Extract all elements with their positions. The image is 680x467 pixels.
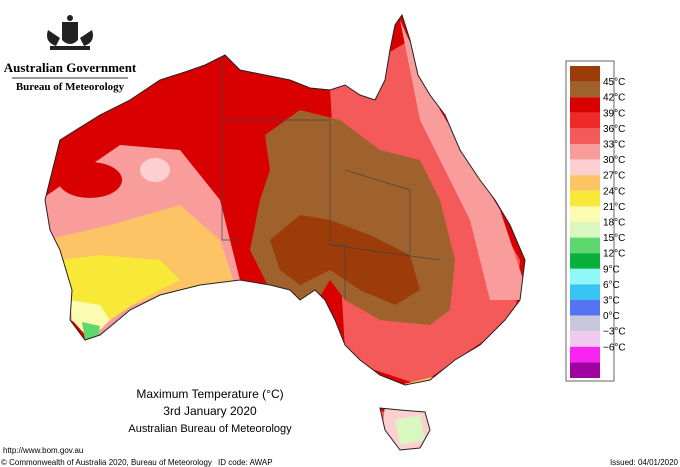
legend-swatch — [570, 206, 600, 222]
legend: 45°C 42°C 39°C 36°C 33°C 30°C 27°C 24°C 21°C 18°C… — [570, 66, 626, 378]
legend-swatch — [570, 331, 600, 347]
government-name: Australian Government — [4, 60, 137, 75]
legend-swatch — [570, 159, 600, 176]
legend-label: 33°C — [603, 140, 625, 151]
legend-swatch — [570, 362, 600, 378]
footer-copyright: © Commonwealth of Australia 2020, Bureau… — [1, 458, 212, 467]
legend-label: 12°C — [603, 249, 625, 260]
footer-url: http://www.bom.gov.au — [3, 446, 83, 455]
legend-label: 0°C — [603, 311, 620, 322]
legend-label: 24°C — [603, 186, 625, 197]
legend-swatch — [570, 237, 600, 254]
legend-label: 42°C — [603, 93, 625, 104]
agency-name: Bureau of Meteorology — [16, 81, 125, 93]
legend-label: −6°C — [603, 342, 626, 353]
legend-swatch — [570, 346, 600, 363]
legend-swatch — [570, 222, 600, 238]
legend-label: 15°C — [603, 233, 625, 244]
legend-swatch — [570, 175, 600, 191]
legend-label: 9°C — [603, 264, 620, 275]
legend-swatch — [570, 315, 600, 332]
coat-of-arms — [47, 15, 93, 50]
legend-label: 36°C — [603, 124, 625, 135]
map-source: Australian Bureau of Meteorology — [128, 423, 292, 435]
legend-swatch — [570, 144, 600, 160]
legend-swatch — [570, 284, 600, 300]
legend-swatch — [570, 253, 600, 269]
legend-label: 39°C — [603, 108, 625, 119]
legend-label: 30°C — [603, 155, 625, 166]
legend-swatch — [570, 300, 600, 316]
legend-label: 45°C — [603, 77, 625, 88]
legend-swatch — [570, 112, 600, 129]
state-borders — [221, 58, 441, 300]
legend-label: −3°C — [603, 327, 626, 338]
legend-swatch — [570, 97, 600, 113]
map-date: 3rd January 2020 — [163, 404, 257, 418]
coastline — [44, 13, 526, 451]
map-title: Maximum Temperature (°C) — [136, 387, 283, 401]
legend-label: 6°C — [603, 280, 620, 291]
footer-issued: Issued: 04/01/2020 — [610, 458, 679, 467]
legend-swatch — [570, 81, 600, 98]
legend-label: 21°C — [603, 202, 625, 213]
legend-swatch — [570, 268, 600, 285]
legend-swatch — [570, 128, 600, 144]
legend-label: 27°C — [603, 171, 625, 182]
legend-label: 3°C — [603, 296, 620, 307]
legend-swatch — [570, 190, 600, 207]
legend-swatch — [570, 66, 600, 82]
footer-id-code: ID code: AWAP — [218, 458, 273, 467]
legend-label: 18°C — [603, 218, 625, 229]
